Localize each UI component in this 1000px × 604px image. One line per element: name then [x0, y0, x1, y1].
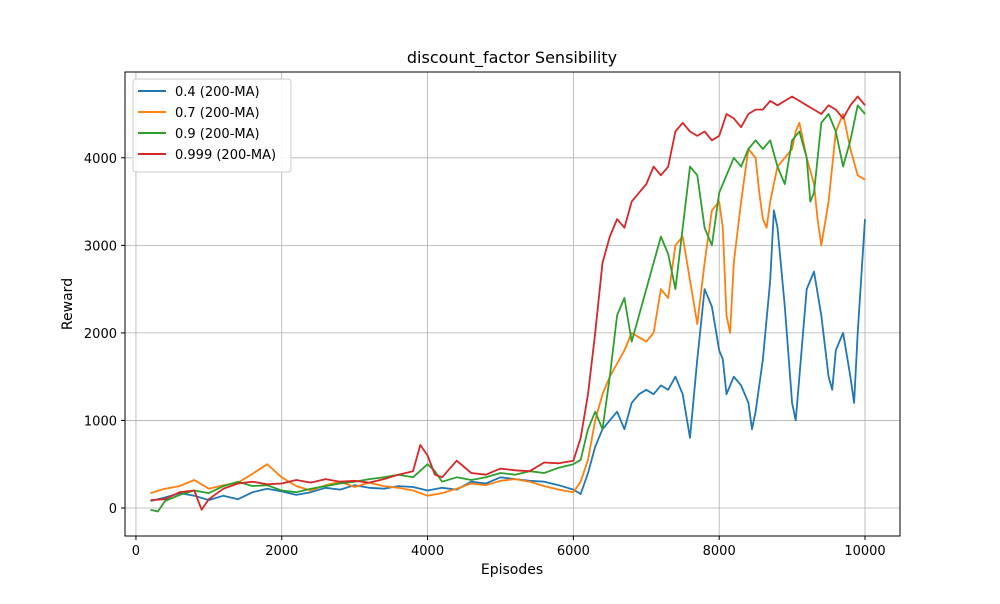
x-tick-label: 2000	[265, 544, 298, 559]
y-axis-ticks: 0 1000 2000 3000 4000	[84, 152, 125, 517]
chart-title: discount_factor Sensibility	[407, 48, 617, 68]
x-axis-ticks: 0 2000 4000 6000 8000 10000	[132, 536, 886, 559]
legend-label-1: 0.7 (200-MA)	[175, 106, 260, 121]
x-tick-label: 6000	[557, 544, 590, 559]
legend-label-3: 0.999 (200-MA)	[175, 148, 276, 163]
x-tick-label: 4000	[411, 544, 444, 559]
y-tick-label: 3000	[84, 239, 117, 254]
series-line-0	[150, 209, 866, 502]
x-tick-label: 8000	[703, 544, 736, 559]
x-axis-label: Episodes	[481, 562, 543, 578]
y-tick-label: 0	[109, 502, 117, 517]
series-line-3	[150, 95, 866, 511]
grid-lines	[125, 72, 900, 536]
y-tick-label: 2000	[84, 327, 117, 342]
y-tick-label: 4000	[84, 152, 117, 167]
x-tick-label: 0	[132, 544, 140, 559]
series-line-2	[150, 104, 866, 513]
y-axis-label: Reward	[60, 278, 76, 330]
x-tick-label: 10000	[844, 544, 885, 559]
legend-box	[132, 78, 292, 173]
legend-label-0: 0.4 (200-MA)	[175, 85, 260, 100]
series-line-1	[150, 113, 866, 497]
legend-label-2: 0.9 (200-MA)	[175, 127, 260, 142]
series-lines	[150, 95, 866, 513]
y-tick-label: 1000	[84, 414, 117, 429]
plot-frame	[124, 71, 901, 537]
legend: 0.4 (200-MA) 0.7 (200-MA) 0.9 (200-MA) 0.99…	[132, 78, 292, 173]
